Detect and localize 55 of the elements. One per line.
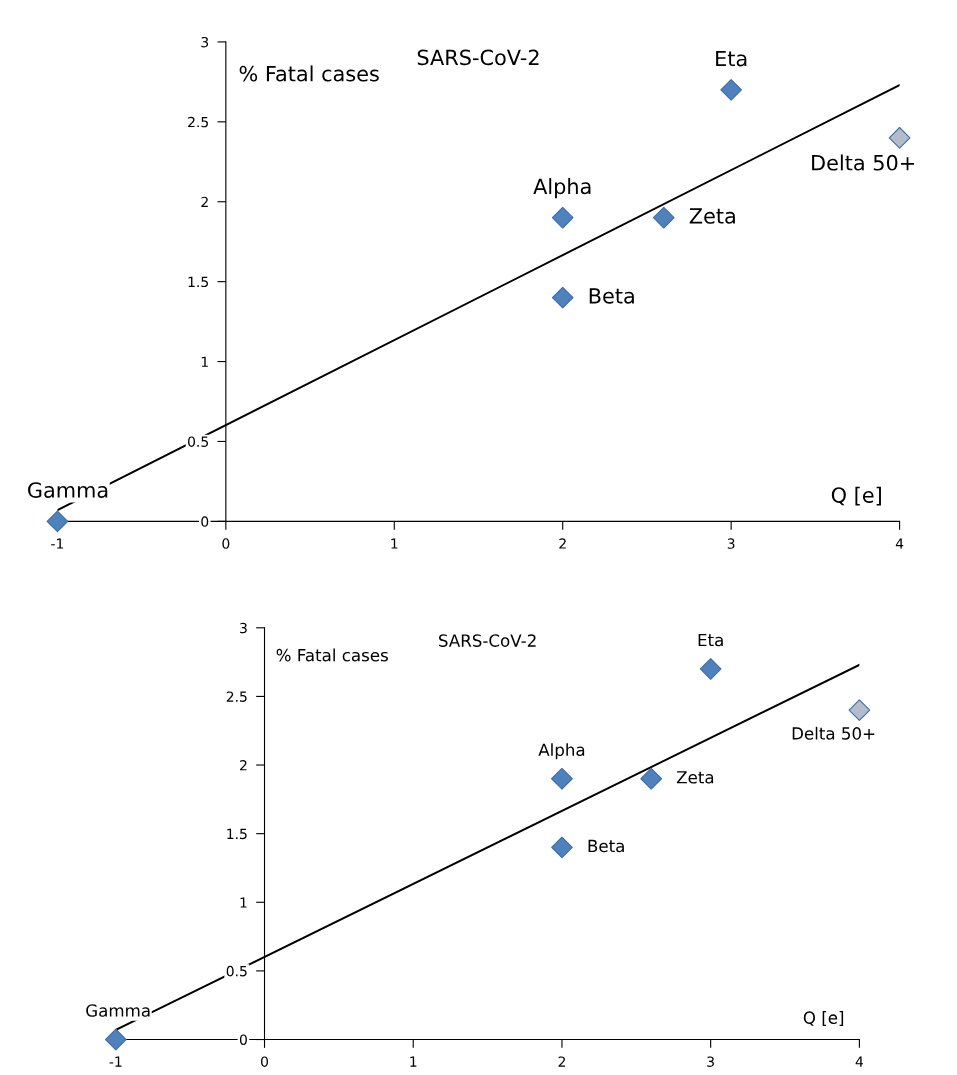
- x-tick-label: -1: [109, 1056, 122, 1067]
- x-tick-label: 4: [855, 1056, 864, 1067]
- annotation: Eta: [698, 633, 723, 647]
- x-axis-title: Q [e]: [831, 486, 881, 506]
- point: [551, 206, 574, 229]
- x-tick-label: 1: [391, 538, 398, 549]
- y-tick-label: 2.5: [226, 691, 247, 702]
- x-tick-label: 1: [410, 1056, 417, 1067]
- annotation: Eta: [716, 50, 747, 67]
- y-tick-label: 1.5: [227, 828, 247, 840]
- annotation: Zeta: [676, 771, 714, 784]
- y-axis-title: % Fatal cases: [239, 65, 379, 82]
- x-tick-label: 3: [707, 1056, 714, 1067]
- annotation: Gamma: [86, 1004, 150, 1017]
- y-tick-label: 2.5: [188, 116, 208, 128]
- annotation: Alpha: [533, 178, 591, 199]
- point: [720, 79, 743, 101]
- annotation: Beta: [589, 288, 634, 304]
- y-tick-label: 2: [201, 196, 208, 208]
- x-tick-label: -1: [51, 538, 64, 549]
- x-tick-label: 0: [261, 1056, 269, 1067]
- annotation: Beta: [588, 839, 624, 853]
- point: [848, 699, 871, 722]
- x-tick-label: 2: [559, 538, 566, 549]
- annotation: Alpha: [538, 743, 585, 760]
- annotation: Delta 50+: [792, 726, 875, 740]
- point: [652, 206, 675, 229]
- point: [46, 510, 69, 533]
- y-tick-label: 2: [240, 760, 247, 771]
- annotation: Gamma: [28, 482, 108, 498]
- point: [551, 286, 574, 309]
- chart-title: SARS-CoV-2: [417, 49, 539, 66]
- annotation: Delta 50+: [812, 154, 915, 171]
- x-tick-label: 4: [895, 538, 904, 549]
- point: [551, 767, 573, 790]
- point: [888, 126, 911, 149]
- y-tick-label: 0: [201, 516, 209, 527]
- annotation: Zeta: [689, 208, 735, 224]
- y-tick-label: 1.5: [188, 276, 208, 288]
- point: [551, 836, 573, 859]
- y-tick-label: 0.5: [226, 965, 247, 977]
- point: [104, 1028, 127, 1051]
- x-tick-label: 2: [558, 1056, 565, 1067]
- y-tick-label: 0.5: [188, 436, 208, 447]
- x-tick-label: 3: [727, 538, 735, 549]
- y-tick-label: 1: [240, 897, 247, 908]
- x-axis-title: Q [e]: [803, 1011, 844, 1026]
- y-axis-title: % Fatal cases: [276, 648, 388, 662]
- y-tick-label: 0: [239, 1034, 247, 1045]
- chart-title: SARS-CoV-2: [439, 634, 536, 647]
- y-tick-label: 3: [201, 36, 209, 48]
- y-tick-label: 3: [240, 622, 247, 634]
- y-tick-label: 1: [201, 356, 208, 367]
- point: [699, 658, 722, 680]
- point: [640, 767, 663, 790]
